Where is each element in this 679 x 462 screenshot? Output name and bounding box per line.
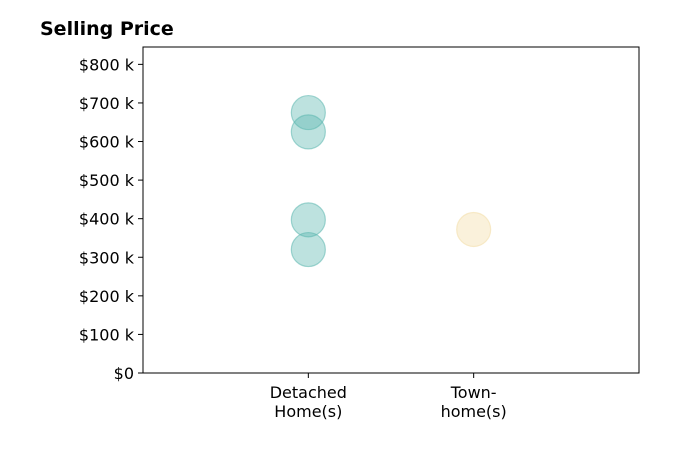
y-tick-label: $300 k: [79, 248, 135, 267]
y-tick-label: $100 k: [79, 325, 135, 344]
y-tick-label: $800 k: [79, 55, 135, 74]
y-tick-label: $200 k: [79, 287, 135, 306]
data-points: [290, 94, 492, 268]
data-point: [456, 211, 492, 248]
x-tick-label: Town-: [450, 383, 497, 402]
y-tick-label: $700 k: [79, 94, 135, 113]
y-tick-label: $500 k: [79, 171, 135, 190]
y-tick-label: $600 k: [79, 133, 135, 152]
x-tick-label: Home(s): [274, 402, 342, 421]
y-axis: $0 $100 k $200 k $300 k $400 k $500 k $600 k $7…: [79, 55, 143, 383]
plot-frame: [142, 46, 640, 374]
x-tick-label: Detached: [270, 383, 347, 402]
chart-title: Selling Price: [40, 18, 174, 40]
data-point: [290, 231, 326, 268]
y-tick-label: $400 k: [79, 210, 135, 229]
data-point: [290, 94, 326, 131]
x-tick-label: home(s): [441, 402, 507, 421]
data-point: [290, 202, 326, 238]
data-point: [290, 114, 326, 150]
y-tick-label: $0: [114, 364, 134, 383]
